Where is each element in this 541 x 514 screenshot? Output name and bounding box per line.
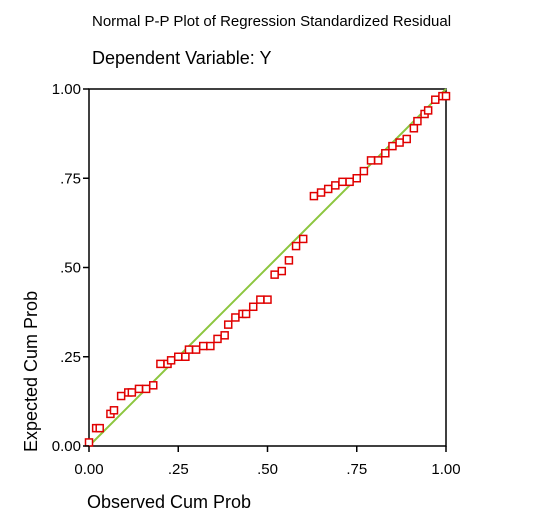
x-tick-label: .75 xyxy=(346,461,367,478)
data-point xyxy=(149,381,158,390)
data-point xyxy=(181,352,190,361)
chart-subtitle: Dependent Variable: Y xyxy=(92,48,271,68)
data-point xyxy=(270,270,279,279)
data-point xyxy=(263,295,272,304)
y-tick-label: 0.00 xyxy=(52,438,81,455)
data-point xyxy=(323,184,333,194)
data-point xyxy=(156,359,165,369)
data-point xyxy=(291,241,301,251)
data-point xyxy=(223,320,233,329)
data-point xyxy=(381,149,390,158)
data-point xyxy=(166,356,176,365)
data-point xyxy=(338,177,347,187)
data-point xyxy=(395,138,404,147)
data-point xyxy=(409,124,419,133)
x-axis-ticks: 0.00 .25 .50 .75 1.00 xyxy=(74,446,461,478)
data-point xyxy=(388,141,397,151)
data-point xyxy=(359,166,369,176)
x-tick-label: 0.00 xyxy=(74,461,103,478)
data-point xyxy=(241,309,251,319)
data-point xyxy=(198,341,208,351)
data-point xyxy=(184,345,194,354)
y-tick-label: .75 xyxy=(60,170,81,187)
data-point xyxy=(206,341,215,351)
data-point xyxy=(84,438,94,447)
data-point xyxy=(309,191,319,201)
chart-title: Normal P-P Plot of Regression Standardiz… xyxy=(92,13,451,30)
data-point xyxy=(127,388,137,397)
x-tick-label: .25 xyxy=(168,461,189,478)
data-point xyxy=(256,295,265,304)
data-point xyxy=(191,345,201,354)
data-point xyxy=(402,134,411,144)
data-point xyxy=(134,384,144,394)
y-axis-ticks: 0.00 .25 .50 .75 1.00 xyxy=(52,81,89,455)
data-point xyxy=(95,423,104,433)
data-point xyxy=(141,384,151,394)
data-point xyxy=(109,406,119,415)
x-tick-label: 1.00 xyxy=(431,461,460,478)
y-tick-label: .50 xyxy=(60,260,81,277)
data-points xyxy=(84,91,451,447)
y-tick-label: .25 xyxy=(60,349,81,366)
data-point xyxy=(213,334,222,344)
y-tick-label: 1.00 xyxy=(52,81,81,98)
data-point xyxy=(277,266,287,276)
plot-area: 0.00 .25 .50 .75 1.00 0.00 .25 .50 .75 1.00 xyxy=(52,81,461,478)
data-point xyxy=(284,256,294,265)
y-axis-label: Expected Cum Prob xyxy=(21,291,41,452)
data-point xyxy=(431,95,440,104)
data-point xyxy=(316,188,326,197)
data-point xyxy=(116,391,126,401)
data-point xyxy=(174,352,183,361)
data-point xyxy=(345,177,354,187)
data-point xyxy=(366,156,376,165)
x-axis-label: Observed Cum Prob xyxy=(87,492,251,512)
data-point xyxy=(441,91,451,101)
data-point xyxy=(331,181,340,190)
data-point xyxy=(352,174,361,183)
data-point xyxy=(373,156,383,165)
data-point xyxy=(413,116,422,126)
data-point xyxy=(298,234,308,244)
x-tick-label: .50 xyxy=(257,461,278,478)
data-point xyxy=(231,313,240,322)
data-point xyxy=(248,302,258,312)
data-point xyxy=(220,331,229,340)
data-point xyxy=(423,106,433,115)
